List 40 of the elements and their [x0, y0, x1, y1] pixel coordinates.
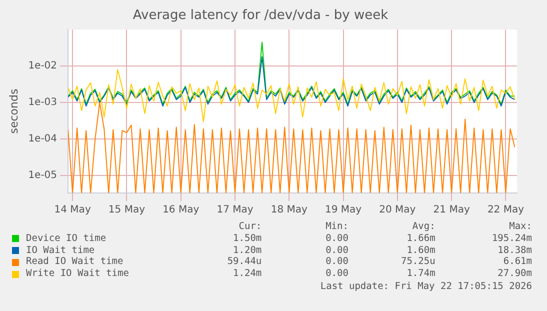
x-tick-label: 15 May [108, 204, 146, 216]
chart-title: Average latency for /dev/vda - by week [132, 8, 389, 24]
text: 6.61m [502, 256, 532, 268]
text: 1.50m [232, 232, 262, 245]
text: 1.74m [406, 268, 436, 280]
text: 1.66m [406, 232, 436, 245]
text: Min: [324, 221, 348, 233]
text: 27.90m [496, 268, 532, 280]
text: Cur: [238, 221, 262, 233]
text: 18.38m [496, 244, 532, 256]
y-tick-label: 1e-04 [28, 134, 58, 145]
text: 1.24m [232, 268, 262, 280]
x-tick-label: 17 May [216, 204, 254, 216]
y-tick-label: 1e-03 [28, 97, 58, 108]
text: 0.00 [324, 268, 348, 280]
text: 0.00 [324, 256, 348, 268]
x-tick-label: 18 May [270, 204, 308, 216]
legend-label: IO Wait time [25, 244, 96, 256]
y-tick-label: 1e-05 [28, 170, 58, 182]
x-tick-label: 19 May [324, 204, 362, 216]
text: 1.20m [232, 244, 262, 256]
legend-label: Read IO Wait time [25, 256, 124, 268]
legend-label: Device IO time [25, 232, 108, 245]
text: Max: [508, 221, 532, 233]
y-tick-label: 1e-02 [28, 60, 58, 72]
x-tick-label: 21 May [433, 204, 470, 216]
text: 75.25u [400, 256, 436, 268]
x-tick-label: 14 May [54, 204, 91, 216]
text: Last update: Fri May 22 17:05:15 2026 [319, 280, 532, 292]
x-tick-label: 16 May [162, 204, 200, 216]
x-tick-label: 22 May [487, 204, 524, 216]
text: 195.24m [490, 232, 532, 245]
text: Avg: [411, 221, 436, 233]
text: 1.60m [406, 244, 436, 256]
text: 0.00 [324, 244, 348, 256]
y-axis-title: seconds [7, 88, 20, 134]
text: 0.00 [324, 232, 348, 245]
text: 59.44u [226, 256, 262, 268]
legend-label: Write IO Wait time [25, 268, 130, 280]
x-tick-label: 20 May [379, 204, 416, 216]
